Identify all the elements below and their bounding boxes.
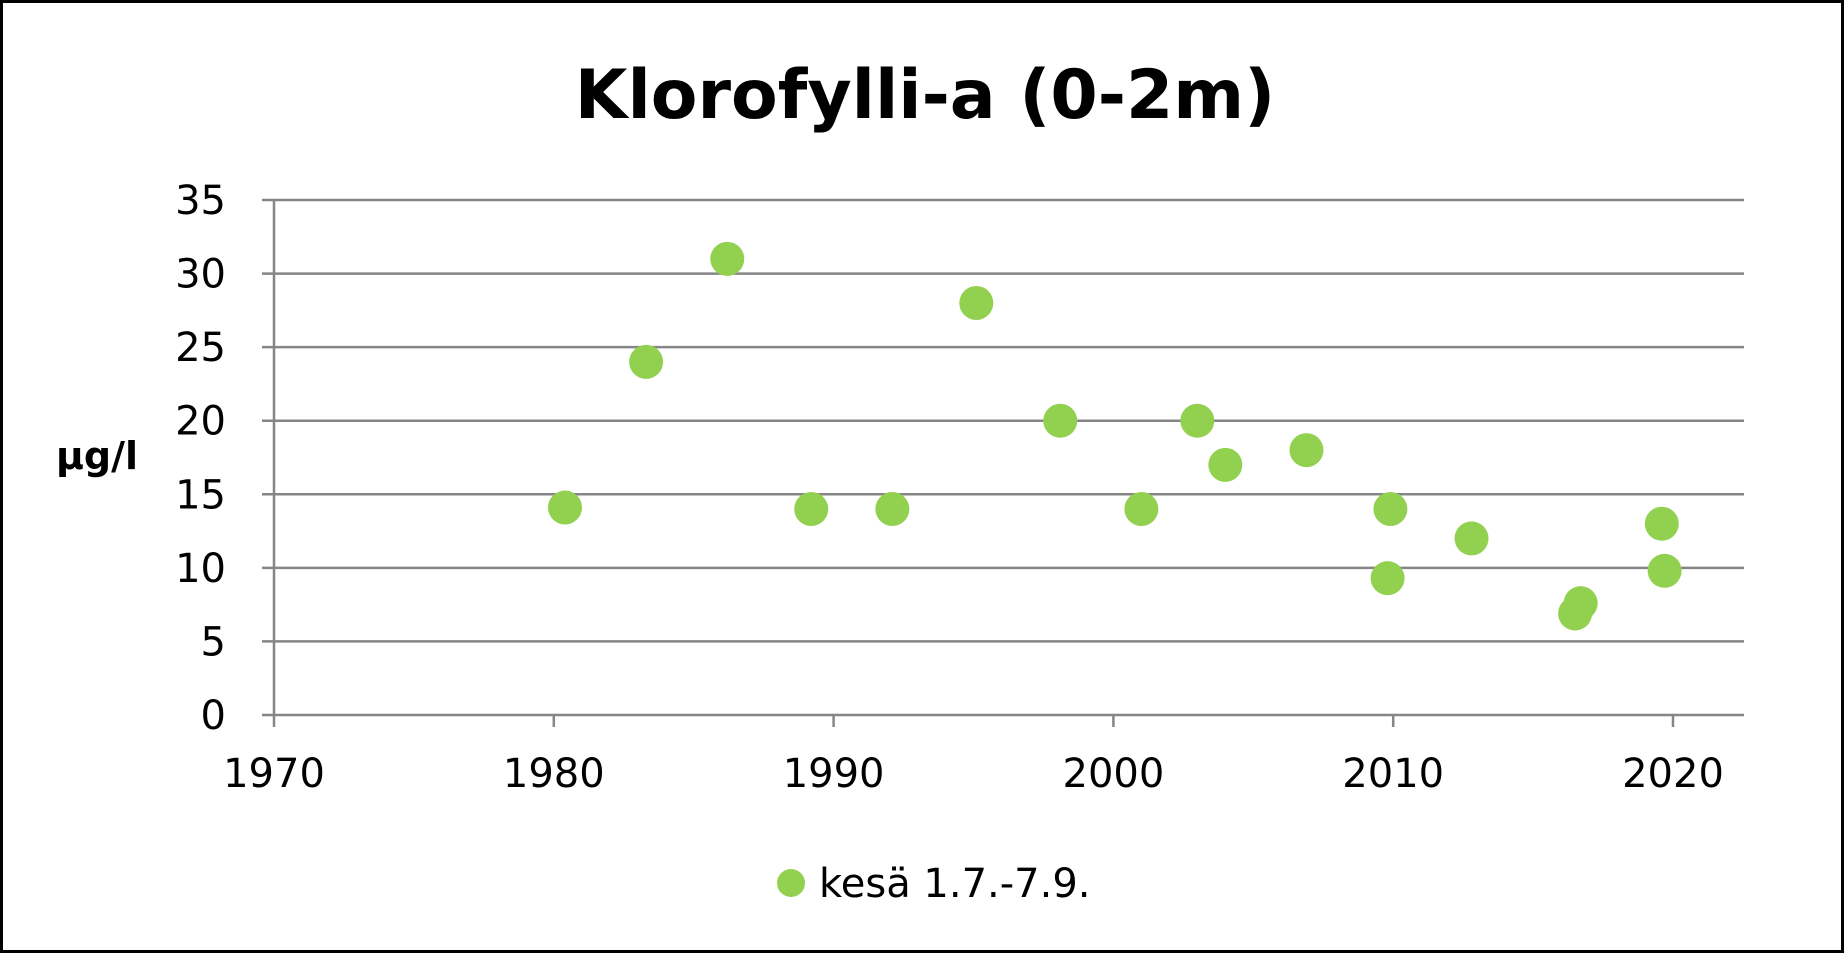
x-tick-label-2020: 2020	[1622, 751, 1724, 797]
data-point	[1289, 433, 1324, 468]
chart-title: Klorofylli-a (0-2m)	[575, 56, 1275, 135]
data-point	[1124, 492, 1159, 526]
data-point	[1647, 553, 1682, 588]
data-point	[1563, 586, 1598, 621]
data-point	[1370, 561, 1405, 596]
axes	[272, 200, 1744, 727]
data-point	[1208, 447, 1243, 482]
data-point	[1180, 403, 1215, 438]
data-point	[1043, 403, 1078, 438]
data-point	[547, 490, 582, 525]
legend-marker	[777, 869, 805, 897]
x-tick-label-1980: 1980	[503, 751, 605, 797]
legend-label: kesä 1.7.-7.9.	[819, 861, 1091, 907]
data-points	[547, 241, 1682, 631]
data-point	[1373, 492, 1408, 526]
data-point	[794, 492, 829, 526]
y-tick-label-35: 35	[175, 178, 226, 224]
legend: kesä 1.7.-7.9.	[777, 861, 1091, 907]
y-tick-label-0: 0	[201, 693, 226, 739]
x-tick-labels: 1970 1980 1990 2000 2010 2020	[223, 751, 1724, 797]
data-point	[629, 344, 664, 379]
y-tick-label-20: 20	[175, 399, 226, 445]
data-point	[710, 241, 745, 276]
x-tick-label-1990: 1990	[783, 751, 885, 797]
y-tick-label-15: 15	[175, 472, 226, 518]
data-point	[875, 492, 910, 526]
x-tick-label-1970: 1970	[223, 751, 325, 797]
data-point	[1644, 506, 1679, 541]
y-tick-label-10: 10	[175, 546, 226, 592]
data-point	[1454, 521, 1489, 556]
y-axis-label: µg/l	[56, 434, 138, 478]
y-tick-labels: 0 5 10 15 20 25 30 35	[175, 178, 226, 739]
y-tick-label-5: 5	[201, 619, 226, 665]
y-tick-label-25: 25	[175, 325, 226, 371]
y-tick-label-30: 30	[175, 252, 226, 298]
gridlines	[262, 198, 1744, 717]
data-point	[959, 286, 994, 320]
x-tick-label-2010: 2010	[1342, 751, 1444, 797]
x-tick-label-2000: 2000	[1063, 751, 1165, 797]
